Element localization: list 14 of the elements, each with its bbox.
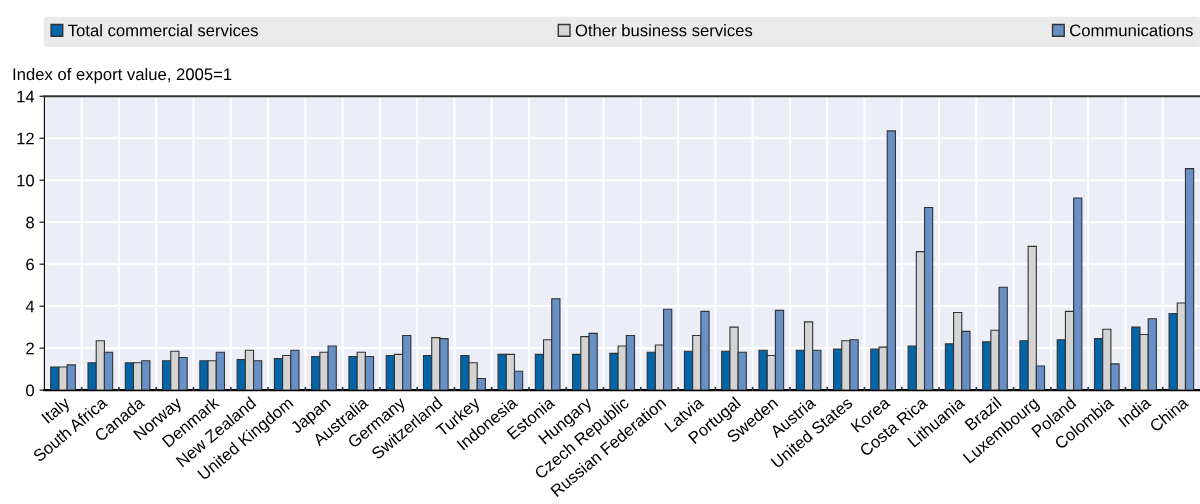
y-axis-title: Index of export value, 2005=1 [13,67,232,84]
legend-label: Other business services [575,24,753,37]
y-tick-label: 4 [25,300,35,313]
y-tick-label: 12 [17,132,34,145]
y-tick-label: 0 [26,384,35,397]
legend-label: Communications [1070,24,1193,37]
y-tick-label: 10 [17,174,35,187]
y-tick-label: 2 [26,342,34,355]
y-tick-label: 14 [17,90,35,103]
y-tick-label: 6 [26,258,34,271]
legend-label: Total commercial services [68,24,258,37]
x-tick-label: Italy [40,395,73,427]
x-tick-label: India [1117,395,1152,428]
y-tick-label: 8 [26,216,34,229]
